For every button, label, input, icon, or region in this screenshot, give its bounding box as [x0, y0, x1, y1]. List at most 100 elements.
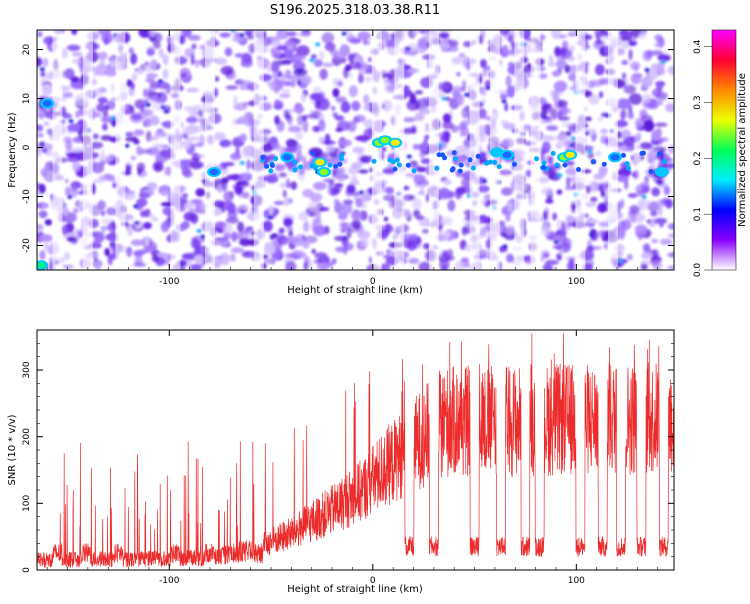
spectrogram-noise-blob	[482, 66, 488, 78]
spectrogram-noise-speck	[67, 195, 73, 199]
spectrogram-noise-blob	[656, 100, 664, 106]
spectrogram-noise-blob	[312, 218, 322, 224]
spectrogram-noise-blob	[240, 60, 247, 67]
spectrogram-noise-speck	[124, 143, 130, 148]
spectrogram-noise-blob	[443, 230, 451, 239]
spectrogram-noise-blob	[587, 80, 595, 89]
spectrogram-noise-blob	[148, 30, 157, 38]
spectrogram-noise-blob	[642, 93, 652, 104]
spectrogram-noise-blob	[351, 161, 363, 169]
spectrogram-noise-blob	[352, 218, 361, 230]
spectrogram-noise-blob	[92, 179, 105, 184]
spectrogram-noise-blob	[130, 53, 138, 65]
spectrogram-noise-blob	[653, 217, 668, 225]
spectrogram-noise-blob	[349, 37, 362, 44]
spectrogram-noise-blob	[477, 185, 490, 193]
spectrogram-signal-speck	[392, 166, 398, 172]
spectrogram-noise-blob	[292, 55, 306, 61]
spectrogram-noise-blob	[658, 205, 663, 217]
spectrogram-noise-blob	[61, 111, 68, 119]
spectrogram-noise-blob	[542, 135, 556, 142]
spectrogram-noise-blob	[479, 214, 488, 222]
spectrogram-noise-blob	[286, 182, 296, 188]
spectrogram-noise-blob	[542, 263, 552, 270]
spectrogram-noise-blob	[614, 120, 628, 128]
spectrogram-noise-speck	[110, 116, 116, 120]
spectrogram-noise-blob	[92, 133, 99, 140]
spectrogram-noise-blob	[597, 230, 608, 238]
spectrogram-noise-blob	[667, 233, 674, 238]
snr-x-tick-label: 100	[568, 576, 585, 586]
spectrogram-noise-blob	[541, 105, 550, 111]
spectrogram-noise-blob	[296, 150, 303, 162]
spectrogram-noise-blob	[445, 96, 451, 101]
spectrogram-noise-blob	[283, 110, 290, 119]
spectrogram-noise-blob	[224, 47, 233, 57]
spectrogram-signal-blob	[380, 137, 390, 144]
spectrogram-noise-blob	[403, 65, 412, 70]
spectrogram-signal-speck	[310, 150, 316, 156]
spectrogram-noise-blob	[558, 116, 570, 121]
spectrogram-noise-blob	[654, 122, 668, 127]
spectrogram-noise-blob	[547, 61, 557, 67]
spectrogram-signal-speck	[327, 162, 333, 168]
spectrogram-noise-blob	[227, 203, 237, 214]
spectrogram-noise-blob	[558, 110, 564, 116]
colorbar-ticks: 0.0 0.1 0.2 0.3 0.4	[693, 39, 712, 277]
spectrogram-noise-blob	[336, 80, 343, 87]
spectrogram-noise-blob	[284, 253, 297, 258]
spectrogram-noise-blob	[181, 165, 191, 177]
spectrogram-signal-speck	[396, 162, 402, 168]
spectrogram-noise-blob	[667, 223, 674, 230]
spectrogram-noise-blob	[143, 109, 154, 117]
spectrogram-signal-speck	[260, 154, 266, 160]
spectrogram-x-tick-label: 0	[370, 277, 376, 287]
spectrogram-signal-speck	[496, 164, 502, 170]
spectrogram-noise-blob	[282, 189, 287, 198]
spectrogram-noise-blob	[330, 105, 336, 111]
spectrogram-noise-blob	[631, 212, 636, 223]
spectrogram-noise-blob	[104, 247, 110, 257]
spectrogram-noise-blob	[327, 186, 341, 196]
spectrogram-noise-blob	[196, 125, 204, 133]
spectrogram-noise-blob	[301, 156, 307, 164]
spectrogram-noise-blob	[161, 121, 169, 126]
spectrogram-noise-blob	[220, 65, 234, 76]
spectrogram-noise-blob	[143, 88, 148, 98]
spectrogram-noise-blob	[443, 131, 450, 144]
spectrogram-noise-blob	[419, 30, 426, 34]
spectrogram-noise-blob	[561, 121, 574, 128]
spectrogram-noise-blob	[271, 233, 278, 239]
spectrogram-noise-blob	[412, 143, 420, 150]
spectrogram-noise-blob	[136, 162, 146, 173]
spectrogram-noise-blob	[439, 39, 449, 50]
snr-panel: -100 0 100 300 200 100 0 Height of straight l…	[7, 329, 675, 595]
spectrogram-noise-blob	[635, 213, 646, 222]
spectrogram-noise-blob	[438, 187, 450, 200]
spectrogram-noise-blob	[183, 106, 195, 112]
spectrogram-noise-blob	[364, 76, 372, 83]
spectrogram-noise-speck	[617, 258, 623, 263]
spectrogram-noise-blob	[42, 203, 47, 208]
spectrogram-noise-blob	[414, 90, 424, 95]
spectrogram-noise-blob	[151, 255, 160, 262]
spectrogram-noise-blob	[242, 192, 250, 199]
spectrogram-noise-blob	[414, 112, 425, 121]
spectrogram-noise-blob	[358, 73, 364, 84]
spectrogram-noise-speck	[315, 42, 321, 47]
spectrogram-noise-speck	[196, 228, 202, 233]
spectrogram-noise-blob	[525, 169, 532, 178]
spectrogram-noise-blob	[322, 62, 334, 67]
spectrogram-noise-blob	[438, 32, 450, 39]
spectrogram-noise-blob	[219, 32, 231, 38]
spectrogram-noise-blob	[162, 54, 169, 66]
spectrogram-noise-blob	[213, 221, 228, 228]
spectrogram-x-ticks: -100 0 100	[46, 30, 659, 287]
spectrogram-noise-blob	[233, 95, 238, 107]
spectrogram-signal-speck	[487, 159, 493, 165]
spectrogram-noise-blob	[384, 186, 395, 195]
spectrogram-noise-blob	[652, 249, 659, 259]
spectrogram-noise-blob	[349, 61, 363, 70]
spectrogram-noise-blob	[262, 220, 273, 232]
spectrogram-noise-blob	[382, 147, 387, 152]
